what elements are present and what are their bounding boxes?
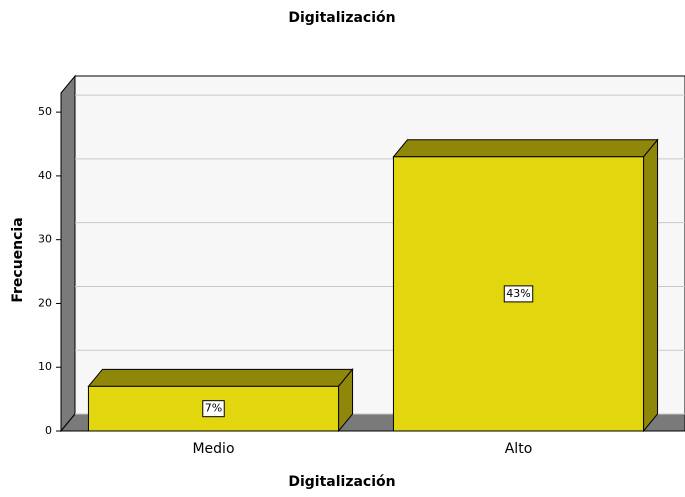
value-label-box bbox=[202, 400, 225, 418]
y-tick-label: 0 bbox=[45, 424, 52, 437]
y-tick-label: 20 bbox=[38, 296, 52, 309]
side-wall bbox=[60, 74, 76, 433]
y-tick-label: 10 bbox=[38, 360, 52, 373]
y-tick-label: 30 bbox=[38, 233, 52, 246]
bar bbox=[87, 367, 354, 433]
x-tick-label: Alto bbox=[505, 441, 533, 457]
bar-top bbox=[87, 368, 354, 387]
x-tick-label: Medio bbox=[192, 441, 234, 457]
bar-side bbox=[643, 138, 659, 433]
value-label-box bbox=[503, 285, 534, 303]
x-axis-label: Digitalización bbox=[288, 474, 395, 490]
value-label: 7% bbox=[205, 402, 222, 415]
bar-top bbox=[392, 139, 659, 158]
value-label: 43% bbox=[506, 287, 530, 300]
y-axis-label: Frecuencia bbox=[10, 217, 26, 302]
y-tick-label: 50 bbox=[38, 105, 52, 118]
y-tick-label: 40 bbox=[38, 169, 52, 182]
chart-title: Digitalización bbox=[288, 10, 395, 26]
